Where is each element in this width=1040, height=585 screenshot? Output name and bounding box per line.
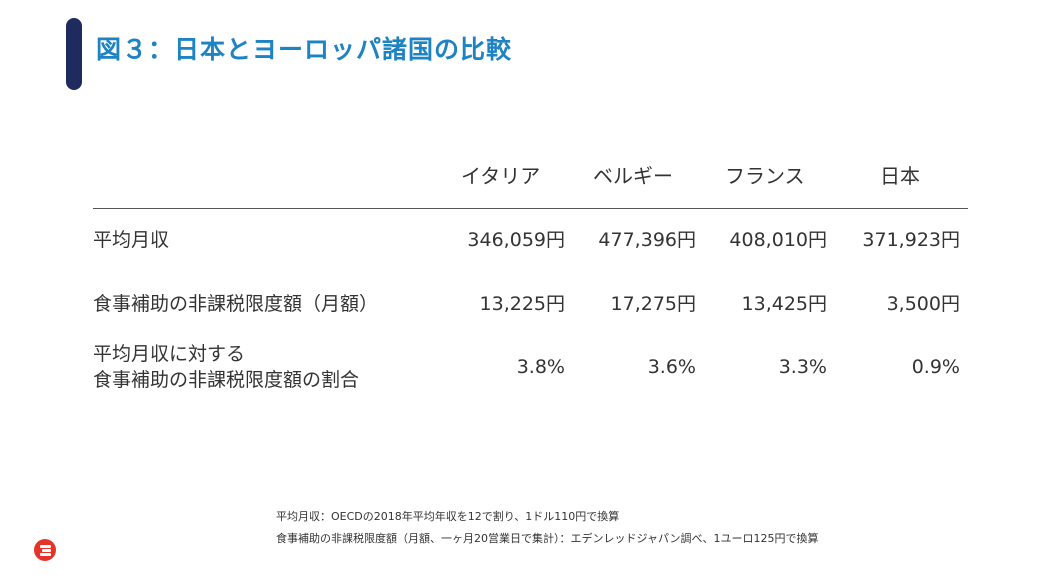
row-label-line2: 食事補助の非課税限度額の割合 (93, 369, 360, 391)
table-header-row: イタリア ベルギー フランス 日本 (93, 150, 968, 209)
cell-belgium: 17,275円 (610, 293, 696, 315)
cell-belgium: 477,396円 (598, 229, 696, 251)
cell-belgium: 3.6% (647, 356, 696, 378)
row-label: 平均月収 (93, 229, 170, 251)
cell-japan: 3,500円 (886, 293, 960, 315)
table-row-average-monthly-income: 平均月収 346,059円 477,396円 408,010円 371,923円 (93, 209, 968, 273)
table-row-meal-allowance-limit: 食事補助の非課税限度額（月額） 13,225円 17,275円 13,425円 … (93, 273, 968, 333)
footnote-allowance: 食事補助の非課税限度額（月額、一ヶ月20営業日で集計）：エデンレッドジャパン調べ… (276, 532, 819, 545)
cell-japan: 0.9% (911, 356, 960, 378)
footnote-income: 平均月収：OECDの2018年平均年収を12で割り、1ドル110円で換算 (276, 510, 620, 523)
title-accent-bar (66, 18, 82, 90)
cell-france: 3.3% (778, 356, 827, 378)
cell-italy: 346,059円 (467, 229, 565, 251)
page-title: 図３：日本とヨーロッパ諸国の比較 (96, 35, 513, 64)
cell-france: 408,010円 (729, 229, 827, 251)
column-header-italy: イタリア (461, 164, 541, 188)
table-row-allowance-ratio: 平均月収に対する 食事補助の非課税限度額の割合 3.8% 3.6% 3.3% 0… (93, 333, 968, 403)
footnotes: 平均月収：OECDの2018年平均年収を12で割り、1ドル110円で換算 食事補… (276, 506, 819, 550)
cell-italy: 3.8% (516, 356, 565, 378)
row-label: 食事補助の非課税限度額（月額） (93, 293, 379, 315)
comparison-table: イタリア ベルギー フランス 日本 平均月収 346,059円 477,396円… (93, 150, 968, 403)
cell-japan: 371,923円 (862, 229, 960, 251)
row-label-line1: 平均月収に対する (93, 343, 246, 365)
column-header-belgium: ベルギー (593, 164, 673, 188)
cell-italy: 13,225円 (479, 293, 565, 315)
edenred-logo-icon (34, 539, 56, 561)
cell-france: 13,425円 (741, 293, 827, 315)
column-header-france: フランス (725, 164, 805, 188)
column-header-japan: 日本 (880, 164, 920, 188)
